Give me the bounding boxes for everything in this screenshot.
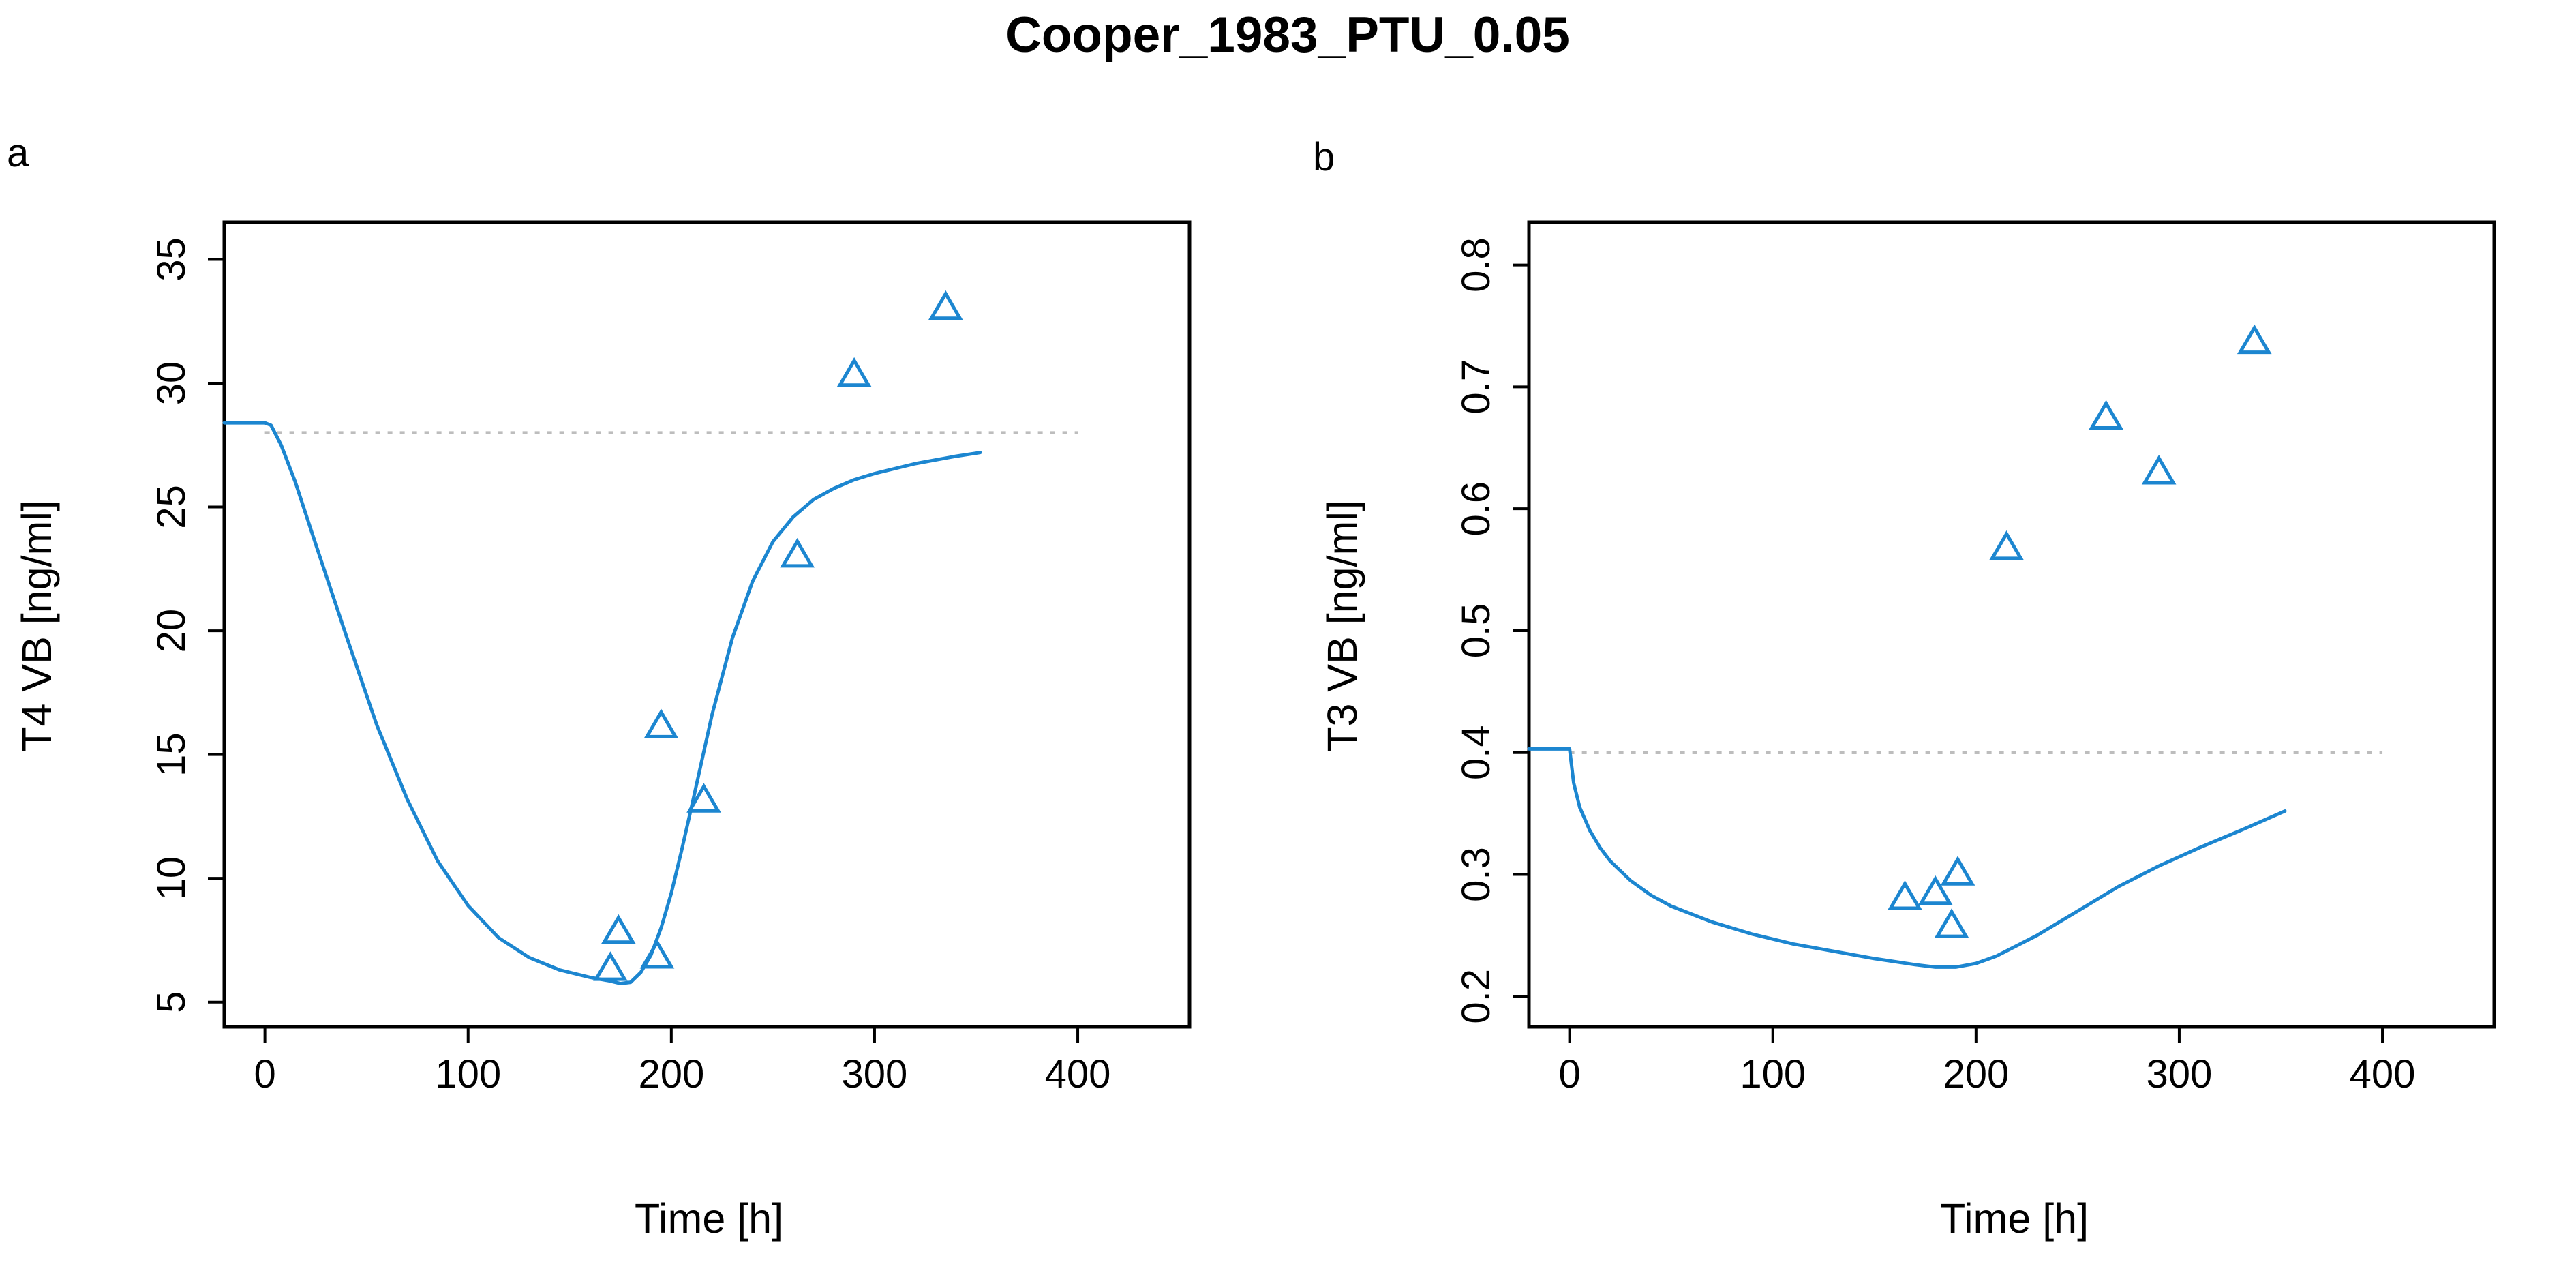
x-tick-label: 100 <box>1740 1052 1806 1096</box>
observed-point <box>639 939 675 969</box>
model-curve <box>1527 747 2287 969</box>
y-tick-label: 10 <box>149 856 194 901</box>
x-tick-label: 0 <box>1558 1052 1580 1096</box>
y-axis-title: T4 VB [ng/ml] <box>14 500 60 752</box>
observed-point <box>1888 880 1922 910</box>
observed-point <box>593 951 628 981</box>
y-tick-label: 0.2 <box>1454 969 1498 1024</box>
x-axis-title: Time [h] <box>635 1195 783 1242</box>
y-tick-label: 0.6 <box>1454 481 1498 537</box>
chart-title: Cooper_1983_PTU_0.05 <box>1005 8 1570 63</box>
observed-point <box>928 290 963 320</box>
x-tick-label: 200 <box>1943 1052 2009 1096</box>
y-tick-label: 0.3 <box>1454 847 1498 902</box>
x-tick-label: 400 <box>2350 1052 2416 1096</box>
observed-point <box>686 783 721 813</box>
observed-point <box>1989 530 2024 560</box>
observed-point <box>2237 324 2272 355</box>
x-tick-label: 300 <box>842 1052 908 1096</box>
observed-point <box>643 708 679 738</box>
y-tick-label: 15 <box>149 732 194 777</box>
x-axis-title: Time [h] <box>1940 1195 2089 1242</box>
y-tick-label: 0.7 <box>1454 359 1498 415</box>
observed-point <box>1918 875 1953 905</box>
x-tick-label: 200 <box>638 1052 704 1096</box>
y-tick-label: 30 <box>149 361 194 406</box>
x-tick-label: 100 <box>435 1052 501 1096</box>
y-tick-label: 25 <box>149 485 194 529</box>
observed-point <box>1934 908 1969 938</box>
x-tick-label: 300 <box>2147 1052 2213 1096</box>
y-tick-label: 35 <box>149 237 194 282</box>
y-tick-label: 0.4 <box>1454 725 1498 780</box>
y-tick-label: 0.8 <box>1454 237 1498 293</box>
panel-label: b <box>1313 135 1335 179</box>
observed-point <box>780 537 815 568</box>
observed-point <box>1940 856 1975 886</box>
panel-label: a <box>7 131 29 175</box>
y-tick-label: 5 <box>149 991 194 1013</box>
observed-point <box>2089 400 2123 430</box>
y-tick-label: 20 <box>149 609 194 653</box>
plot-frame <box>222 220 1192 1029</box>
x-tick-label: 0 <box>254 1052 275 1096</box>
panel-b: b Time [h] T3 VB [ng/ml] 0 100 200 300 400 0.… <box>1313 135 2496 1242</box>
observed-point <box>2141 455 2177 485</box>
plot-frame <box>1527 220 2496 1029</box>
y-axis-title: T3 VB [ng/ml] <box>1319 500 1365 752</box>
x-tick-label: 400 <box>1045 1052 1111 1096</box>
panel-a: a Time [h] T4 VB [ng/ml] 0 100 200 300 400 5 1… <box>7 131 1192 1242</box>
observed-point <box>836 357 872 387</box>
observed-point <box>601 914 636 944</box>
model-curve <box>222 421 982 985</box>
y-tick-label: 0.5 <box>1454 603 1498 659</box>
